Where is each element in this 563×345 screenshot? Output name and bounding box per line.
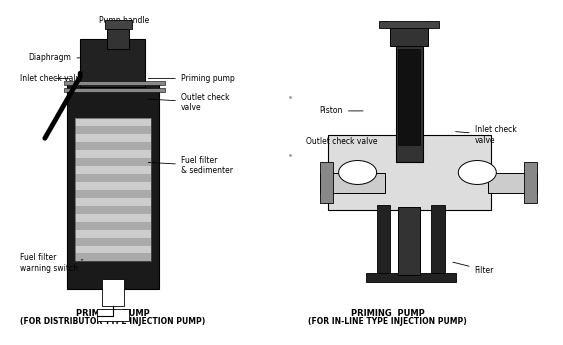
Text: Pump handle: Pump handle xyxy=(384,21,435,43)
Bar xyxy=(390,25,428,46)
Bar xyxy=(396,32,423,162)
Bar xyxy=(379,21,439,28)
Bar xyxy=(75,206,151,214)
Text: Priming pump: Priming pump xyxy=(148,74,235,83)
Text: Filter: Filter xyxy=(453,262,494,275)
Bar xyxy=(75,158,151,166)
Text: Outlet check valve: Outlet check valve xyxy=(306,137,377,146)
Polygon shape xyxy=(458,160,497,185)
Bar xyxy=(377,205,390,280)
Bar xyxy=(366,274,455,282)
Bar xyxy=(75,166,151,174)
Bar xyxy=(108,25,129,49)
Bar xyxy=(75,118,151,262)
Bar xyxy=(64,88,164,92)
Bar xyxy=(328,135,491,210)
Text: Pump handle: Pump handle xyxy=(99,16,149,34)
Bar xyxy=(320,162,333,203)
Text: (FOR IN-LINE TYPE INJECTION PUMP): (FOR IN-LINE TYPE INJECTION PUMP) xyxy=(308,317,467,326)
Text: Outlet check
valve: Outlet check valve xyxy=(148,93,229,112)
Bar xyxy=(399,207,420,275)
Bar xyxy=(96,309,129,321)
Bar xyxy=(75,150,151,158)
Bar xyxy=(75,198,151,206)
Bar xyxy=(75,174,151,181)
Bar xyxy=(75,214,151,221)
Bar xyxy=(488,172,537,193)
Bar xyxy=(64,81,164,85)
Text: (FOR DISTRIBUTOR TYPE INJECTION PUMP): (FOR DISTRIBUTOR TYPE INJECTION PUMP) xyxy=(20,317,205,326)
Bar xyxy=(75,229,151,237)
Bar xyxy=(75,134,151,142)
Text: Inlet check valve: Inlet check valve xyxy=(20,74,85,83)
Bar xyxy=(75,142,151,150)
Text: Fuel filter
warning switch: Fuel filter warning switch xyxy=(20,254,83,273)
Bar xyxy=(75,118,151,126)
Bar xyxy=(75,246,151,254)
Bar xyxy=(75,237,151,246)
Bar xyxy=(80,39,145,87)
Bar xyxy=(75,221,151,229)
Bar xyxy=(102,279,124,306)
Bar xyxy=(75,126,151,134)
Text: PRIMING  PUMP: PRIMING PUMP xyxy=(76,309,150,318)
Text: Diaphragm: Diaphragm xyxy=(29,53,86,62)
Text: PRIMING  PUMP: PRIMING PUMP xyxy=(351,309,425,318)
Bar xyxy=(75,190,151,198)
Bar xyxy=(320,172,385,193)
Bar xyxy=(524,162,537,203)
Text: Inlet check
valve: Inlet check valve xyxy=(455,125,516,145)
Text: Fuel filter
& sedimenter: Fuel filter & sedimenter xyxy=(148,156,233,175)
Bar xyxy=(75,181,151,190)
Polygon shape xyxy=(339,160,377,185)
Bar xyxy=(399,49,420,145)
Bar xyxy=(431,205,445,280)
Bar xyxy=(75,254,151,262)
Text: Piston: Piston xyxy=(320,106,363,115)
Bar xyxy=(66,83,159,289)
Bar xyxy=(105,20,132,29)
